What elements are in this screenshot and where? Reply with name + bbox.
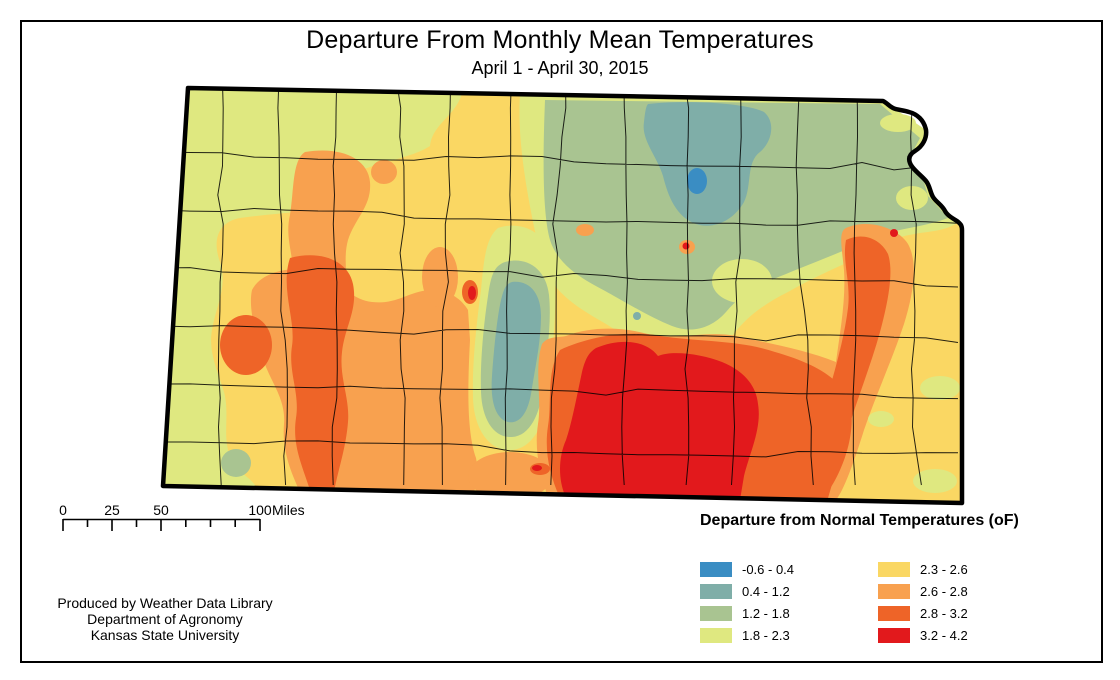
page-subtitle: April 1 - April 30, 2015 [471,58,649,78]
legend-swatch [878,628,911,643]
scale-tick-label: 50 [153,502,169,518]
scale-tick-label: 100 [248,502,272,518]
page-title: Departure From Monthly Mean Temperatures [306,26,814,54]
scale-tick-label: 25 [104,502,120,518]
legend-swatch [700,562,732,577]
legend-item: -0.6 - 0.4 [700,562,794,577]
legend-label: -0.6 - 0.4 [742,562,795,577]
kansas-state-outline [160,85,965,506]
legend-label: 1.8 - 2.3 [742,628,790,643]
legend-item: 1.2 - 1.8 [700,606,794,621]
legend-label: 1.2 - 1.8 [742,606,790,621]
scale-tick-label: 0 [59,502,67,518]
legend-swatch [700,606,732,621]
legend-title: Departure from Normal Temperatures (oF) [700,512,1019,529]
county-boundaries [163,88,959,486]
temperature-zones [163,88,962,503]
legend-swatch [700,628,732,643]
legend-label: 0.4 - 1.2 [742,584,790,599]
legend-label: 3.2 - 4.2 [920,628,968,643]
page-border-frame [20,20,1103,663]
credits-line: Department of Agronomy [87,611,243,627]
legend-label: 2.3 - 2.6 [920,562,968,577]
credits-line: Produced by Weather Data Library [57,595,273,611]
legend-swatch [878,606,911,621]
legend-item: 2.6 - 2.8 [878,584,968,599]
scale-bar-ticks [62,518,261,531]
legend-item: 1.8 - 2.3 [700,628,794,643]
scale-unit-label: Miles [272,502,305,518]
legend-label: 2.6 - 2.8 [920,584,968,599]
legend-item: 3.2 - 4.2 [878,628,968,643]
credits-line: Kansas State University [90,627,240,643]
legend-swatch [878,584,911,599]
legend-swatch [700,584,732,599]
legend-label: 2.8 - 3.2 [920,606,968,621]
credits: Produced by Weather Data Library Departm… [30,595,300,643]
legend: Departure from Normal Temperatures (oF) … [700,512,1100,643]
legend-item: 2.3 - 2.6 [878,562,968,577]
legend-swatch [878,562,911,577]
legend-item: 0.4 - 1.2 [700,584,794,599]
legend-item: 2.8 - 3.2 [878,606,968,621]
